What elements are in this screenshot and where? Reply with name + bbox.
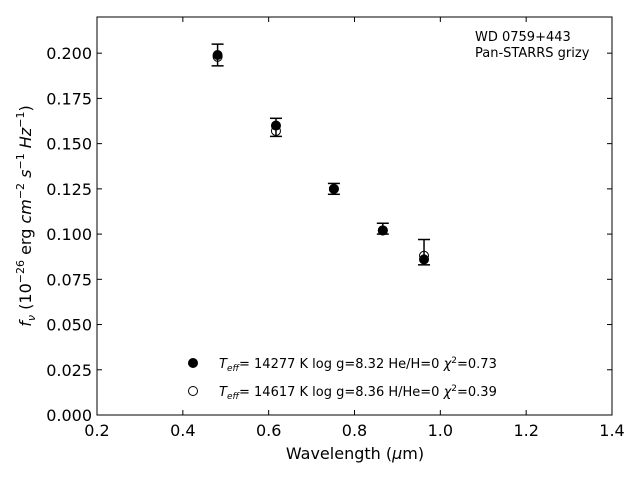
y-tick-label: 0.175 (46, 89, 92, 108)
x-tick-label: 1.0 (428, 421, 453, 440)
x-tick-label: 0.2 (84, 421, 109, 440)
model-point-db (377, 225, 388, 236)
ticks-layer: 0.2 0.4 0.6 0.8 1.0 1.2 1.4 0.000 0.025 0.050 0.07… (46, 17, 625, 440)
x-axis-label: Wavelength (μm) (286, 444, 424, 463)
y-tick-label: 0.075 (46, 270, 92, 289)
y-tick-label: 0.100 (46, 225, 92, 244)
legend-marker-open (188, 386, 198, 396)
model-point-da (419, 254, 430, 265)
model-point-db (212, 51, 223, 62)
annotation-survey: Pan-STARRS grizy (475, 46, 590, 61)
legend-marker-filled (188, 358, 198, 368)
legend-label-db-model: Teff= 14617 K log g=8.36 H/He=0 χ2=0.39 (219, 384, 497, 402)
x-tick-label: 0.8 (342, 421, 367, 440)
y-tick-label: 0.000 (46, 406, 92, 425)
x-tick-label: 0.6 (256, 421, 281, 440)
legend-label-da-model: Teff= 14277 K log g=8.32 He/H=0 χ2=0.73 (219, 356, 497, 374)
marks-layer (211, 43, 431, 266)
model-point-da (270, 120, 281, 131)
model-point-db (270, 125, 281, 136)
model-point-db (419, 250, 430, 261)
y-tick-label: 0.050 (46, 316, 92, 335)
y-tick-label: 0.200 (46, 44, 92, 63)
annotation-block: WD 0759+443 Pan-STARRS grizy (475, 30, 590, 61)
x-tick-label: 0.4 (170, 421, 195, 440)
x-tick-label: 1.4 (599, 421, 624, 440)
plot-frame (96, 16, 613, 416)
annotation-object-name: WD 0759+443 (475, 30, 571, 45)
y-axis-label: fν (10−26 erg cm−2 s−1 Hz−1) (14, 105, 38, 326)
model-point-db (328, 183, 339, 194)
y-tick-label: 0.150 (46, 135, 92, 154)
y-tick-label: 0.125 (46, 180, 92, 199)
y-tick-label: 0.025 (46, 361, 92, 380)
x-tick-label: 1.2 (513, 421, 538, 440)
legend: Teff= 14277 K log g=8.32 He/H=0 χ2=0.73 … (188, 356, 497, 402)
